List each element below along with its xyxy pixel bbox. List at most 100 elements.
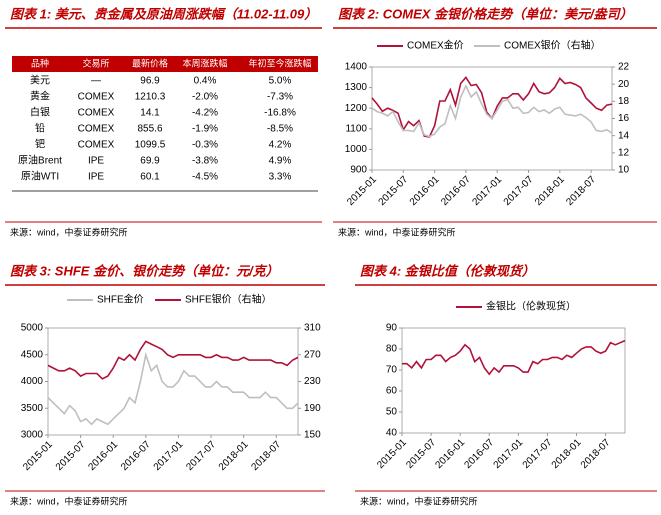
y-tick-label: 1200 [345,103,368,114]
table-cell: -16.8% [264,108,296,119]
table-cell: 4.9% [269,156,292,167]
legend-label: COMEX银价（右轴） [504,39,601,52]
y2-tick-label: 14 [618,130,630,141]
y-tick-label: 3500 [21,403,44,414]
chart-title: 图表 4: 金银比值（伦敦现货） [360,263,535,278]
table-cell: IPE [88,172,104,183]
y-tick-label: 1000 [345,144,368,155]
y2-tick-label: 16 [618,113,630,124]
table-header-cell: 年初至今涨跌幅 [248,57,311,68]
x-tick-label: 2016-07 [439,174,473,208]
table-cell: — [91,76,101,87]
table-cell: -3.8% [192,156,218,167]
y-tick-label: 80 [386,344,398,355]
legend-label: 金银比（伦敦现货） [486,300,576,313]
chart-title: 图表 3: SHFE 金价、银价走势（单位：元/克） [10,263,279,278]
y-tick-label: 4500 [21,349,44,360]
x-tick-label: 2018-01 [217,439,251,473]
table-cell: 0.4% [194,76,217,87]
series-line [402,339,626,376]
y2-tick-label: 10 [618,165,630,176]
table-cell: COMEX [78,108,115,119]
table-cell: COMEX [78,92,115,103]
table-cell: -4.2% [192,108,218,119]
table-cell: 4.2% [269,140,292,151]
table-cell: -1.9% [192,124,218,135]
x-tick-label: 2016-01 [433,437,467,471]
legend-label: SHFE银价（右轴） [185,293,272,306]
y2-tick-label: 190 [304,403,321,414]
table-cell: -4.5% [192,172,218,183]
table-cell: 5.0% [269,76,292,87]
y-tick-label: 4000 [21,376,44,387]
y-tick-label: 60 [386,386,398,397]
table-cell: 1210.3 [135,92,166,103]
y2-tick-label: 310 [304,323,321,334]
y2-tick-label: 230 [304,376,321,387]
x-tick-label: 2018-07 [579,437,613,471]
x-tick-label: 2017-07 [184,439,218,473]
table-header-cell: 最新价格 [132,57,168,68]
x-tick-label: 2016-07 [463,437,497,471]
y2-tick-label: 22 [618,62,630,73]
table-cell: COMEX [78,140,115,151]
y2-tick-label: 12 [618,147,630,158]
x-tick-label: 2018-01 [533,174,567,208]
table-cell: 96.9 [140,76,160,87]
chart-title: 图表 2: COMEX 金银价格走势（单位：美元/盎司） [338,6,633,21]
series-line [371,75,613,138]
table-cell: 钯 [35,139,45,151]
table-header-cell: 交易所 [82,57,109,68]
x-tick-label: 2018-07 [250,439,284,473]
table-cell: -7.3% [267,92,293,103]
table-header-cell: 本周涨跌幅 [182,57,227,68]
y2-tick-label: 20 [618,79,630,90]
y2-tick-label: 270 [304,349,321,360]
x-tick-label: 2018-07 [564,174,598,208]
x-tick-label: 2016-01 [408,174,442,208]
y-tick-label: 90 [386,323,398,334]
table-header-bg [12,56,318,72]
x-tick-label: 2017-07 [502,174,536,208]
y-tick-label: 3000 [21,430,44,441]
plot-frame [401,327,626,434]
table-cell: 黄金 [30,90,50,103]
table-cell: 3.3% [269,172,292,183]
y2-tick-label: 150 [304,430,321,441]
legend-label: COMEX金价 [407,39,464,52]
table-cell: 60.1 [140,172,160,183]
table-cell: 美元 [30,74,50,87]
x-tick-label: 2018-01 [550,437,584,471]
y-tick-label: 70 [386,365,398,376]
y-tick-label: 5000 [21,323,44,334]
y-tick-label: 50 [386,407,398,418]
x-tick-label: 2015-01 [345,174,379,208]
table-cell: -0.3% [192,140,218,151]
table-cell: COMEX [78,124,115,135]
table-cell: 14.1 [140,108,160,119]
table-cell: 白银 [30,106,50,119]
chart-source: 来源：wind，中泰证券研究所 [360,495,478,506]
x-tick-label: 2016-07 [119,439,153,473]
x-tick-label: 2015-01 [375,437,409,471]
x-tick-label: 2016-01 [86,439,120,473]
x-tick-label: 2015-01 [21,439,55,473]
series-line [47,351,299,426]
table-cell: -8.5% [267,124,293,135]
table-cell: -2.0% [192,92,218,103]
series-line [371,84,613,138]
y2-tick-label: 18 [618,96,630,107]
table-cell: 铅 [35,122,45,135]
y-tick-label: 40 [386,428,398,439]
x-tick-label: 2017-01 [492,437,526,471]
x-tick-label: 2017-01 [470,174,504,208]
x-tick-label: 2017-07 [521,437,555,471]
y-tick-label: 1100 [345,123,367,134]
table-title: 图表 1: 美元、贵金属及原油周涨跌幅（11.02-11.09） [10,6,317,21]
series-line [47,340,299,380]
table-cell: IPE [88,156,104,167]
x-tick-label: 2015-07 [377,174,411,208]
table-cell: 原油WTI [21,170,59,183]
